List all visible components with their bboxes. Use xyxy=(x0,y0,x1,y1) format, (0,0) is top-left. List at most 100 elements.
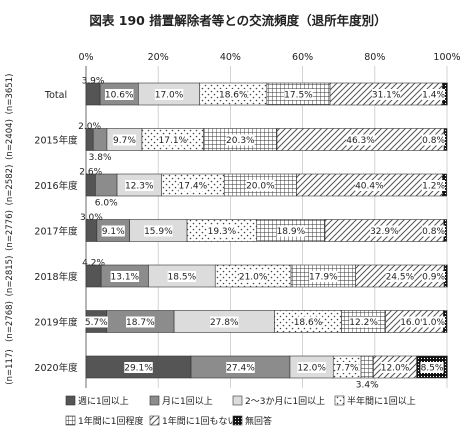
chart-title: 図表 190 措置解除者等との交流頻度（退所年度別） xyxy=(89,13,386,28)
n-label: (n=117) xyxy=(5,349,15,384)
data-label-bg xyxy=(167,271,197,282)
data-label-bg xyxy=(293,316,323,328)
data-label: 19.3% xyxy=(208,227,237,237)
n-label: (n=2582) xyxy=(5,165,15,206)
legend-swatch xyxy=(232,415,243,426)
category-label: 2018年度 xyxy=(34,271,78,283)
data-label-bg xyxy=(349,316,378,328)
category-label: 2020年度 xyxy=(34,362,78,374)
data-label-bg xyxy=(226,362,255,373)
data-label-bg xyxy=(276,225,306,237)
data-label: 7.7% xyxy=(336,364,359,374)
data-label: 32.9% xyxy=(370,227,399,237)
data-label: 17.5% xyxy=(284,91,313,101)
legend-label: 半年間に1回以上 xyxy=(347,395,416,407)
data-label-bg xyxy=(370,225,399,237)
data-label-bg xyxy=(335,362,359,373)
data-label: 1.2% xyxy=(422,182,445,192)
data-label: 18.6% xyxy=(219,91,248,101)
data-label-bg xyxy=(104,89,134,100)
n-label: (n=2776) xyxy=(5,210,15,251)
data-label: 0.8% xyxy=(422,136,445,146)
data-label-bg xyxy=(207,225,237,237)
data-label-bg xyxy=(355,180,384,191)
data-label: 2.6% xyxy=(79,168,102,178)
data-label: 12.3% xyxy=(125,182,154,192)
data-label: 31.1% xyxy=(372,91,401,101)
data-label-bg xyxy=(112,134,137,146)
data-label-bg xyxy=(178,180,208,191)
data-label-bg xyxy=(110,271,140,282)
data-label: 20.0% xyxy=(246,182,275,192)
data-label-bg xyxy=(158,134,188,146)
data-label: 17.9% xyxy=(309,273,338,283)
data-label-bg xyxy=(421,134,445,146)
data-label-bg xyxy=(144,225,173,237)
data-label: 0.8% xyxy=(422,227,445,237)
data-label-bg xyxy=(124,362,153,373)
data-label: 9.7% xyxy=(113,136,136,146)
data-label: 6.0% xyxy=(95,199,118,209)
data-label-bg xyxy=(154,89,184,100)
data-label: 13.1% xyxy=(111,273,140,283)
data-label: 21.0% xyxy=(239,273,268,283)
data-label: 9.1% xyxy=(102,227,125,237)
data-label: 18.5% xyxy=(168,273,197,283)
data-label: 2.0% xyxy=(78,122,101,132)
data-label: 18.9% xyxy=(277,227,306,237)
legend-swatch xyxy=(65,395,76,406)
data-label: 18.7% xyxy=(126,318,155,328)
legend-swatch xyxy=(65,415,76,426)
data-label: 3.8% xyxy=(89,153,112,163)
x-tick-label: 60% xyxy=(292,52,313,63)
data-label-bg xyxy=(421,225,445,237)
data-label: 3.9% xyxy=(82,77,105,87)
data-label-bg xyxy=(297,362,326,373)
legend-swatch xyxy=(149,395,160,406)
category-label: 2019年度 xyxy=(34,317,78,329)
data-label-bg xyxy=(101,225,125,237)
category-label: 2015年度 xyxy=(34,135,78,147)
x-tick-label: 100% xyxy=(433,52,460,63)
data-label: 27.8% xyxy=(210,318,239,328)
data-label-bg xyxy=(226,134,255,146)
data-label: 3.4% xyxy=(356,381,379,391)
data-label: 1.0% xyxy=(422,318,445,328)
data-label-bg xyxy=(421,316,445,328)
legend-label: 2～3か月に1回以上 xyxy=(245,396,325,407)
legend-swatch xyxy=(232,395,243,406)
data-label: 24.5% xyxy=(386,273,415,283)
data-label-bg xyxy=(124,180,154,191)
category-label: Total xyxy=(44,90,67,101)
data-label-bg xyxy=(126,316,155,328)
x-tick-label: 40% xyxy=(220,52,241,63)
n-label: (n=2815) xyxy=(5,256,15,297)
data-label-bg xyxy=(84,316,108,328)
data-label: 16.0% xyxy=(400,318,429,328)
legend-label: 週に1回以上 xyxy=(78,396,129,407)
data-label-bg xyxy=(246,180,275,191)
data-label: 17.1% xyxy=(159,136,188,146)
data-label-bg xyxy=(421,89,445,100)
legend-label: 1年間に1回程度 xyxy=(78,415,143,427)
data-label: 20.3% xyxy=(226,136,255,146)
data-label-bg xyxy=(210,316,239,328)
data-label: 40.4% xyxy=(355,182,384,192)
data-label: 5.7% xyxy=(85,318,108,328)
x-tick-label: 20% xyxy=(148,52,169,63)
data-label: 4.2% xyxy=(82,259,105,269)
data-label: 1.4% xyxy=(422,91,445,101)
data-label: 12.0% xyxy=(381,364,410,374)
data-label-bg xyxy=(309,271,338,282)
legend-label: 月に1回以上 xyxy=(162,396,213,407)
legend-swatch xyxy=(334,395,345,406)
data-label-bg xyxy=(385,271,415,282)
legend-label: 無回答 xyxy=(245,415,272,427)
n-label: (n=3651) xyxy=(5,74,15,115)
data-label-bg xyxy=(371,89,401,100)
x-tick-label: 80% xyxy=(364,52,385,63)
data-label: 3.0% xyxy=(80,213,103,223)
category-label: 2016年度 xyxy=(34,180,78,192)
data-label-bg xyxy=(238,271,268,282)
data-label: 12.2% xyxy=(349,318,378,328)
